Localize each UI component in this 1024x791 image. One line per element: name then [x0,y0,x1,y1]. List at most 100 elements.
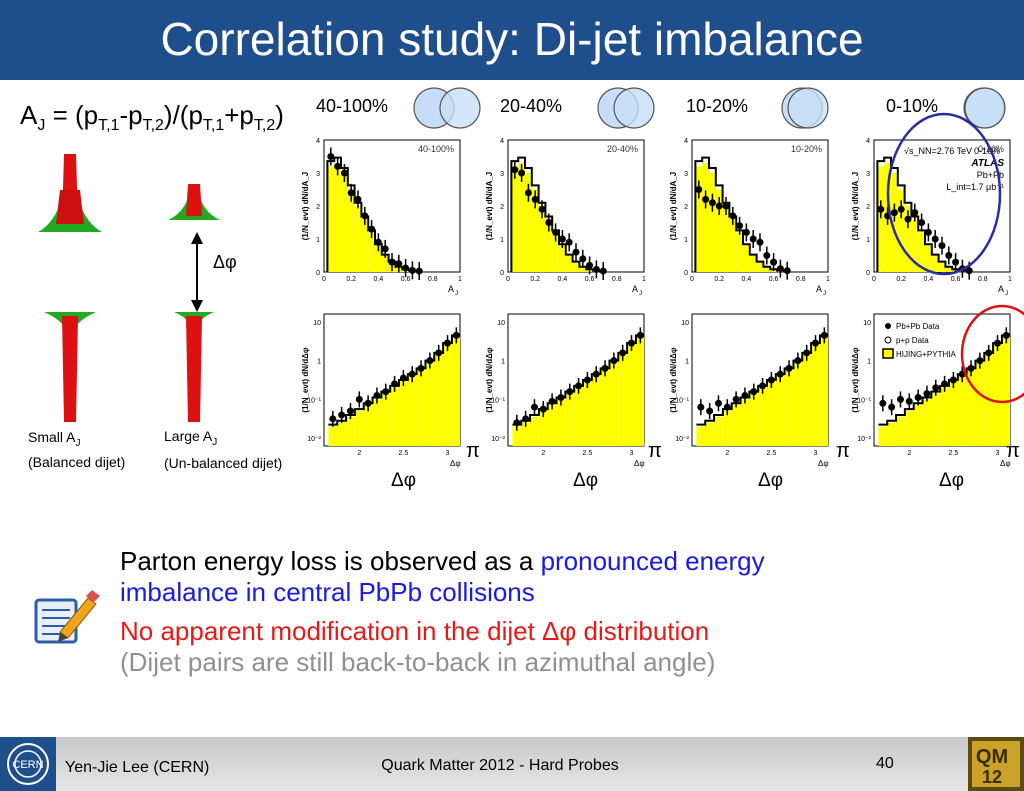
dphi-data-point [592,370,600,378]
dphi-mc-bar [940,387,949,446]
large-aj-line1: Large A [164,428,213,444]
aj-data-point [736,222,744,230]
dphi-mc-bar [749,393,759,446]
dphi-data-point [994,339,1002,347]
aj-panel-4: 0 0.2 0.4 0.6 0.8 1 0 1 2 3 4 A J (1/N_evt) dN/dA_J 0-… [851,138,1012,297]
footer-author: Yen-Jie Lee (CERN) [65,759,210,776]
dphi-mc-bar [714,416,723,446]
atlas-name: ATLAS [970,158,1004,169]
dphi-data-point [941,380,949,388]
dphi-data-point [949,376,957,384]
dphi-y-tick: 10 [863,320,871,327]
aj-data-point [965,267,973,275]
dphi-data-point [706,407,714,415]
aj-data-point [586,261,594,269]
dphi-data-point [697,403,705,411]
aj-y-tick: 1 [866,237,870,244]
dphi-data-point [329,415,337,423]
aj-data-point [552,228,560,236]
large-aj-sub: J [212,436,218,448]
aj-x-tick: 0.2 [530,276,540,283]
aj-x-tick: 0.4 [924,276,934,283]
aj-data-point [518,169,526,177]
aj-x-tick: 0.8 [796,276,806,283]
legend-marker-mc [882,348,894,359]
aj-x-axis-sub: J [823,291,826,297]
aj-mc-bar [375,245,382,272]
aj-x-axis-label: A [998,284,1004,294]
dphi-data-point [741,392,749,400]
aj-x-tick: 0.8 [612,276,622,283]
dphi-data-point [812,339,820,347]
highlight-ellipse-red [960,304,1024,404]
qm-logo-num: 12 [982,767,1002,787]
dphi-mc-bar [705,422,715,446]
aj-x-tick: 0 [872,276,876,283]
legend-marker-pp [884,336,892,344]
dphi-mc-bar [425,362,435,446]
dphi-data-point [888,403,896,411]
dphi-mc-bar [1001,337,1010,446]
aj-mc-bar [579,267,587,272]
aj-data-point [877,205,885,213]
dphi-mc-bar [451,337,460,446]
dphi-mc-bar [600,370,610,446]
dphi-x-tick: 2 [357,450,361,457]
aj-x-tick: 0.2 [714,276,724,283]
aj-y-axis-label: (1/N_evt) dN/dA_J [851,172,860,240]
aj-mc-bar [511,166,519,272]
dphi-data-point [776,370,784,378]
dphi-data-point [636,331,644,339]
aj-formula: AJ = (pT,1-pT,2)/(pT,1+pT,2) [20,100,284,135]
dphi-data-point [879,399,887,407]
dphi-arrow [191,232,203,312]
aj-data-point [361,212,369,220]
small-aj-sub: J [75,437,81,449]
aj-x-tick: 0 [506,276,510,283]
dphi-data-point [539,405,547,413]
aj-data-point [334,162,342,170]
aj-mc-bar [565,255,573,272]
aj-data-point [415,267,423,275]
dphi-mc-bar [565,393,575,446]
dphi-axis-label-2: Δφ [573,470,599,491]
dphi-axis-label-4: Δφ [939,470,965,491]
dphi-axis-label-1: Δφ [391,470,417,491]
dphi-x-tick: 2.5 [767,450,777,457]
dphi-mc-bar [887,422,897,446]
dphi-mc-bar [696,426,706,446]
aj-mc-bar [763,267,771,272]
dphi-mc-bar [337,422,347,446]
dphi-data-point [426,357,434,365]
pi-label-4: π [1006,440,1020,462]
aj-data-point [368,225,376,233]
aj-data-point [715,202,723,210]
dphi-mc-bar [609,362,619,446]
aj-data-point [756,238,764,246]
small-aj-top-jet [38,154,102,232]
aj-y-tick: 2 [500,204,504,211]
aj-data-point [952,258,960,266]
bullet1-highlight-b: imbalance in central PbPb collisions [120,577,535,607]
bullet1-highlight-a: pronounced energy [540,546,765,576]
aj-data-point [340,169,348,177]
aj-panel-2: 0 0.2 0.4 0.6 0.8 1 0 1 2 3 4 A J (1/N_evt) dN/dA_J 20… [485,138,646,297]
aj-data-point [945,252,953,259]
dphi-mc-bar [811,345,820,446]
dphi-y-tick: 1 [685,359,689,366]
aj-mc-bar [347,189,355,272]
dphi-mc-bar [512,426,522,446]
dphi-data-point [803,349,811,357]
aj-mc-bar [525,173,532,272]
aj-y-axis-label: (1/N_evt) dN/dA_J [669,172,678,240]
aj-mc-bar [877,166,885,272]
aj-data-point [381,245,389,253]
pi-label-1: π [466,440,480,462]
dphi-x-tick: 3 [630,450,634,457]
aj-mc-bar [911,219,919,272]
dphi-data-point [522,415,530,423]
dphi-mc-bar [398,381,408,446]
aj-panel-tag: 10-20% [791,144,822,154]
aj-mc-bar [904,206,912,272]
dphi-y-tick: 10⁻² [675,436,689,443]
